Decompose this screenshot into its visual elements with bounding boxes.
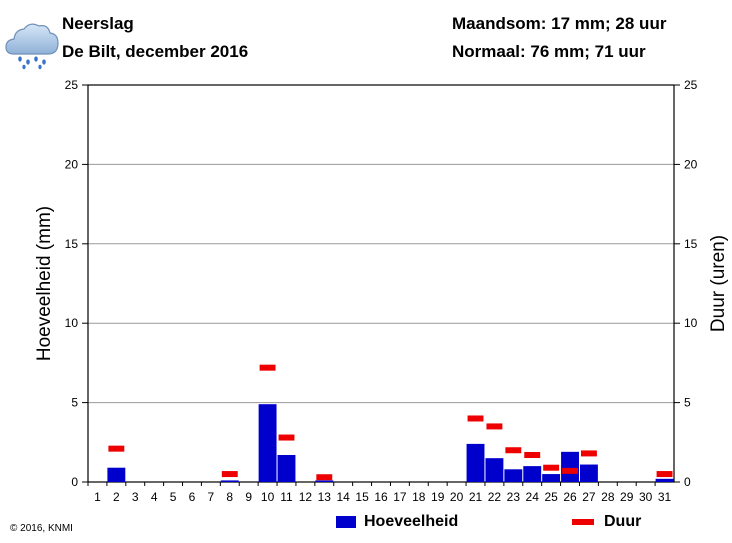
- y-tick-label-right: 10: [684, 316, 698, 330]
- x-tick-label: 3: [132, 490, 139, 504]
- y-tick-label-right: 0: [684, 475, 691, 489]
- x-tick-label: 7: [208, 490, 215, 504]
- x-tick-label: 17: [393, 490, 407, 504]
- dash-duur-8: [221, 471, 238, 478]
- y-tick-label-right: 25: [684, 78, 698, 92]
- y-tick-label-right: 5: [684, 396, 691, 410]
- legend-item-duur: Duur: [572, 513, 641, 531]
- x-tick-label: 21: [469, 490, 483, 504]
- y-tick-label-left: 15: [65, 237, 79, 251]
- legend-swatch-hoeveelheid: [336, 516, 356, 528]
- dash-duur-10: [259, 364, 276, 371]
- dash-duur-25: [543, 464, 560, 471]
- copyright-label: © 2016, KNMI: [10, 523, 73, 534]
- x-tick-label: 5: [170, 490, 177, 504]
- y-tick-label-left: 25: [65, 78, 79, 92]
- bar-hoeveelheid-2: [107, 467, 126, 482]
- y-axis-title-right: Duur (uren): [708, 235, 729, 332]
- x-tick-label: 1: [94, 490, 101, 504]
- bar-hoeveelheid-13: [315, 480, 334, 482]
- dash-duur-2: [108, 445, 125, 452]
- chart-subtitle: De Bilt, december 2016: [62, 42, 249, 61]
- x-tick-label: 26: [563, 490, 577, 504]
- y-tick-label-left: 5: [71, 396, 78, 410]
- dash-duur-26: [562, 467, 578, 474]
- x-tick-label: 15: [355, 490, 369, 504]
- bar-hoeveelheid-11: [277, 455, 296, 482]
- dash-duur-27: [580, 450, 597, 457]
- bar-hoeveelheid-23: [504, 469, 523, 482]
- x-tick-label: 30: [639, 490, 653, 504]
- dash-duur-24: [524, 452, 541, 459]
- bar-hoeveelheid-22: [485, 458, 504, 482]
- x-tick-label: 28: [601, 490, 615, 504]
- x-tick-label: 10: [261, 490, 275, 504]
- dash-duur-31: [656, 471, 673, 478]
- x-tick-label: 16: [374, 490, 388, 504]
- x-tick-label: 25: [544, 490, 558, 504]
- y-tick-label-left: 10: [65, 316, 79, 330]
- x-tick-label: 4: [151, 490, 158, 504]
- bar-hoeveelheid-10: [258, 404, 277, 482]
- x-tick-label: 23: [507, 490, 521, 504]
- bar-hoeveelheid-27: [579, 464, 598, 482]
- legend-label-duur: Duur: [604, 513, 642, 530]
- x-tick-label: 31: [658, 490, 672, 504]
- bar-hoeveelheid-21: [466, 443, 485, 482]
- month-sum-label: Maandsom: 17 mm; 28 uur: [452, 14, 667, 33]
- legend-item-hoeveelheid: Hoeveelheid: [336, 513, 458, 531]
- y-tick-label-left: 0: [71, 475, 78, 489]
- dash-duur-11: [278, 434, 295, 441]
- x-tick-label: 29: [620, 490, 634, 504]
- legend-label-hoeveelheid: Hoeveelheid: [364, 513, 459, 530]
- x-tick-label: 18: [412, 490, 426, 504]
- bar-hoeveelheid-25: [542, 474, 561, 482]
- legend-swatch-duur: [572, 519, 594, 525]
- dash-duur-21: [467, 415, 484, 422]
- x-tick-label: 19: [431, 490, 445, 504]
- x-tick-label: 27: [582, 490, 596, 504]
- y-tick-label-right: 15: [684, 237, 698, 251]
- dash-duur-13: [316, 474, 333, 481]
- bar-hoeveelheid-24: [523, 466, 542, 482]
- x-tick-label: 12: [299, 490, 313, 504]
- x-tick-label: 20: [450, 490, 464, 504]
- x-tick-label: 11: [280, 490, 293, 504]
- x-tick-label: 8: [226, 490, 233, 504]
- y-tick-label-right: 20: [684, 157, 698, 171]
- x-tick-label: 13: [318, 490, 332, 504]
- normal-label: Normaal: 76 mm; 71 uur: [452, 42, 646, 61]
- bar-hoeveelheid-8: [220, 480, 239, 482]
- chart-title: Neerslag: [62, 14, 134, 33]
- y-tick-label-left: 20: [65, 157, 79, 171]
- x-tick-label: 6: [189, 490, 196, 504]
- bar-hoeveelheid-26: [561, 451, 579, 482]
- rain-cloud-icon: [5, 23, 59, 70]
- dash-duur-22: [486, 423, 503, 430]
- x-tick-label: 24: [526, 490, 540, 504]
- x-tick-label: 14: [337, 490, 351, 504]
- plot-frame: [87, 84, 675, 483]
- x-tick-label: 22: [488, 490, 502, 504]
- x-tick-label: 2: [113, 490, 120, 504]
- dash-duur-23: [505, 447, 522, 454]
- x-tick-label: 9: [245, 490, 252, 504]
- y-axis-title-left: Hoeveelheid (mm): [34, 206, 55, 361]
- bar-hoeveelheid-31: [655, 478, 674, 482]
